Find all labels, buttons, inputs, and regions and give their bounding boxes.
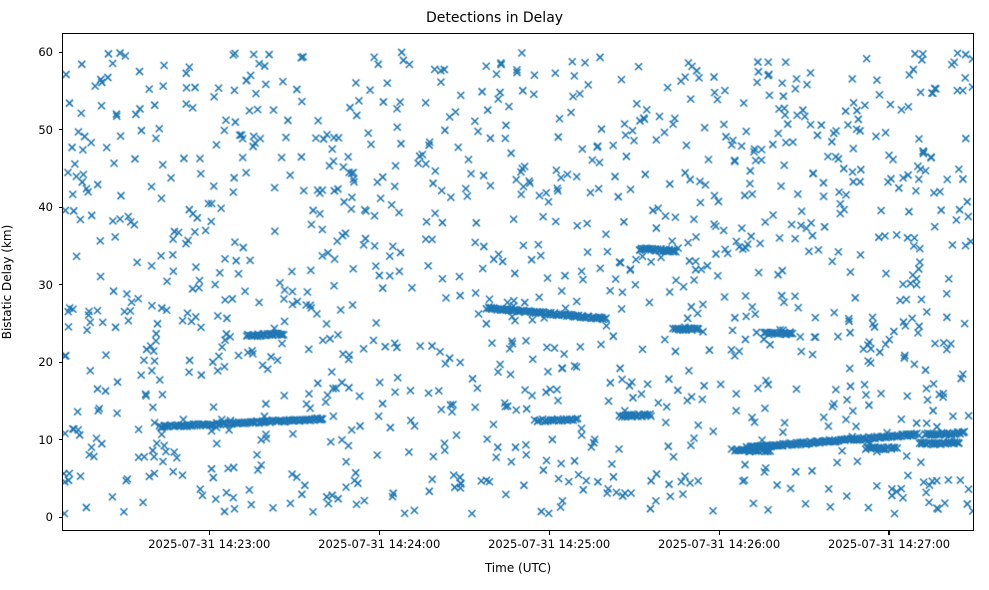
y-axis-label: Bistatic Delay (km) — [0, 224, 14, 340]
x-tick-label: 2025-07-31 14:26:00 — [658, 537, 781, 551]
x-tick-mark — [378, 531, 380, 535]
y-tick-label: 60 — [38, 45, 53, 60]
y-tick-mark — [58, 284, 62, 286]
y-tick-mark — [58, 516, 62, 518]
y-tick-mark — [58, 206, 62, 208]
plot-axes — [62, 33, 974, 531]
y-tick-label: 0 — [45, 510, 53, 525]
x-tick-mark — [548, 531, 550, 535]
x-tick-label: 2025-07-31 14:23:00 — [148, 537, 271, 551]
x-tick-mark — [208, 531, 210, 535]
y-tick-mark — [58, 129, 62, 131]
y-tick-mark — [58, 361, 62, 363]
x-tick-label: 2025-07-31 14:27:00 — [827, 537, 951, 551]
y-tick-label: 30 — [38, 277, 53, 292]
x-tick-mark — [888, 531, 890, 535]
x-axis-label: Time (UTC) — [484, 561, 552, 575]
scatter-plot-canvas — [63, 34, 973, 530]
y-tick-label: 20 — [38, 355, 53, 370]
page-title: Detections in Delay — [425, 10, 564, 26]
x-tick-mark — [718, 531, 720, 535]
x-tick-label: 2025-07-31 14:24:00 — [318, 537, 441, 551]
y-tick-mark — [58, 439, 62, 441]
y-tick-label: 10 — [38, 432, 53, 447]
y-tick-mark — [58, 51, 62, 53]
y-tick-label: 40 — [38, 200, 53, 215]
y-tick-label: 50 — [38, 122, 53, 137]
x-tick-label: 2025-07-31 14:25:00 — [488, 537, 611, 551]
